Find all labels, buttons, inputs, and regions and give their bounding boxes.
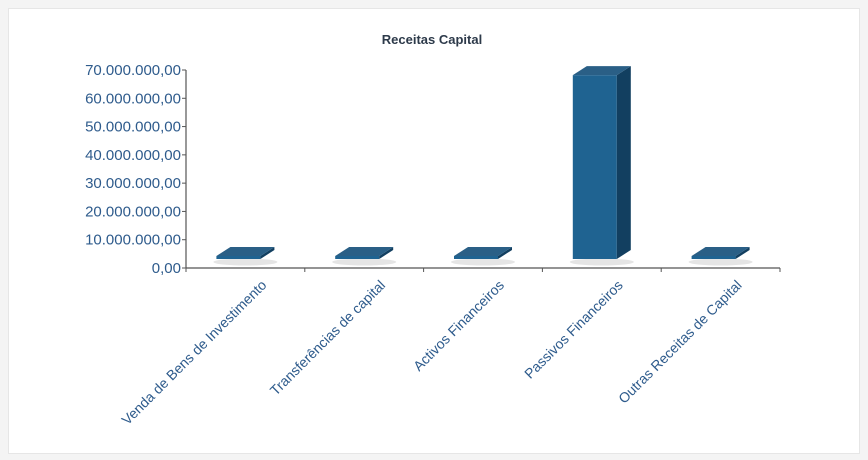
chart-frame bbox=[8, 8, 860, 454]
y-tick-label: 70.000.000,00 bbox=[85, 62, 181, 79]
y-tick-label: 30.000.000,00 bbox=[85, 175, 181, 192]
y-tick-label: 10.000.000,00 bbox=[85, 232, 181, 249]
bar-side bbox=[498, 247, 512, 259]
bar-shadow bbox=[213, 258, 278, 266]
bar bbox=[451, 247, 515, 266]
bar bbox=[688, 247, 753, 266]
bar-shadow bbox=[332, 258, 397, 266]
y-tick-label: 20.000.000,00 bbox=[85, 203, 181, 220]
bar-top bbox=[335, 247, 394, 256]
y-axis: 0,00 10.000.000,00 20.000.000,00 30.000.000… bbox=[85, 62, 187, 277]
x-tick-label: Passivos Financeiros bbox=[521, 277, 626, 382]
bar bbox=[213, 247, 278, 266]
bar-side bbox=[260, 247, 275, 259]
bar-shadow bbox=[688, 258, 753, 266]
bar-front bbox=[691, 256, 736, 259]
y-tick-label: 0,00 bbox=[152, 260, 181, 277]
bar-front bbox=[216, 256, 261, 259]
bar bbox=[332, 247, 397, 266]
x-tick-label: Transferências de capital bbox=[267, 277, 389, 399]
bar-front bbox=[454, 256, 498, 259]
y-tick-label: 50.000.000,00 bbox=[85, 119, 181, 136]
bar-top bbox=[691, 247, 750, 256]
x-tick-label: Venda de Bens de Investimento bbox=[118, 277, 269, 428]
bar-shadow bbox=[569, 258, 634, 266]
chart-title: Receitas Capital bbox=[382, 32, 482, 47]
bar-shadow bbox=[451, 258, 515, 266]
y-tick-label: 60.000.000,00 bbox=[85, 90, 181, 107]
bar-front bbox=[335, 256, 380, 259]
bar-side bbox=[379, 247, 394, 259]
bar bbox=[569, 66, 634, 266]
bar-front bbox=[572, 75, 617, 260]
bar-top bbox=[454, 247, 512, 256]
x-tick-label: Activos Financeiros bbox=[410, 277, 507, 374]
bar-side bbox=[616, 66, 631, 260]
bar-top bbox=[572, 66, 631, 76]
y-tick-label: 40.000.000,00 bbox=[85, 147, 181, 164]
bar-top bbox=[216, 247, 275, 256]
bars bbox=[213, 66, 753, 266]
bar-side bbox=[735, 247, 750, 259]
x-axis: Venda de Bens de InvestimentoTransferênc… bbox=[118, 267, 781, 428]
x-tick-label: Outras Receitas de Capital bbox=[615, 277, 745, 407]
